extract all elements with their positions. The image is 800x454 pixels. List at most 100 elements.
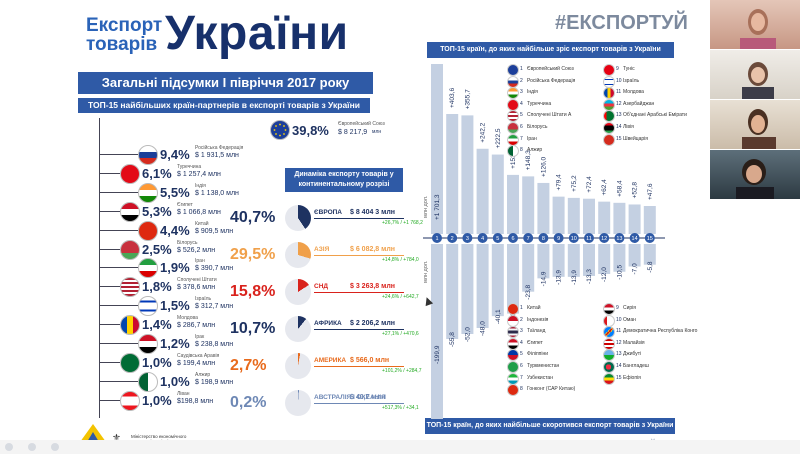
growth-bar bbox=[613, 202, 626, 234]
legend-name: Білорусь bbox=[527, 124, 548, 130]
growth-bar bbox=[461, 115, 474, 234]
legend-number: 11 bbox=[616, 89, 622, 96]
country-pct: 5,5% bbox=[160, 184, 190, 200]
axis-number-marker bbox=[462, 233, 473, 243]
growth-bar-label: +47,6 bbox=[647, 183, 654, 200]
decline-bar-label: -23,8 bbox=[525, 284, 532, 299]
libya-flag-icon bbox=[603, 122, 615, 134]
participant-video-2[interactable] bbox=[710, 50, 800, 99]
decline-bar bbox=[491, 244, 504, 317]
country-value: $ 378,6 млн bbox=[177, 284, 216, 292]
continent-pie-icon bbox=[285, 279, 311, 305]
legend-name: Демократична Республіка Конго bbox=[623, 328, 698, 335]
connector-line bbox=[99, 305, 138, 307]
continent-value: $ 3 263,8 млн bbox=[350, 283, 395, 290]
oman-flag-icon bbox=[603, 314, 615, 327]
slide-dot-1[interactable] bbox=[5, 443, 13, 451]
decline-bar bbox=[537, 244, 550, 279]
legend-name: Російська Федерація bbox=[527, 77, 576, 84]
djibouti-flag-icon bbox=[603, 349, 615, 362]
country-row: 1,4% Молдова $ 286,7 млн bbox=[99, 315, 220, 336]
egypt-flag-icon bbox=[507, 337, 519, 350]
country-name: Туреччина bbox=[177, 163, 202, 170]
country-pct: 1,8% bbox=[142, 279, 172, 295]
decline-bar bbox=[476, 244, 489, 328]
country-pct: 4,4% bbox=[160, 222, 190, 238]
country-name: Білорусь bbox=[177, 239, 198, 246]
decline-bar bbox=[507, 244, 519, 314]
legend-number: 2 bbox=[520, 316, 523, 323]
axis-number: 5 bbox=[496, 236, 499, 242]
partners-bar: ТОП-15 найбільших країн-партнерів в експ… bbox=[78, 98, 370, 113]
growth-bar bbox=[491, 154, 504, 234]
title-small: Експорт товарів bbox=[86, 15, 163, 55]
legend-number: 12 bbox=[616, 100, 622, 107]
participant-video-3[interactable] bbox=[710, 100, 800, 149]
china-flag-icon bbox=[507, 303, 519, 315]
decline-bar bbox=[446, 244, 459, 339]
continent-row: 10,7% АФРИКА $ 2 206,2 млн +27,1% / +470,6 bbox=[230, 316, 419, 346]
legend-name: Сполучені Штати А bbox=[527, 112, 572, 119]
legend-name: Індонезія bbox=[527, 316, 549, 323]
hongkong-flag-icon bbox=[507, 384, 519, 397]
egypt-flag-icon bbox=[120, 201, 140, 222]
connector-line bbox=[99, 343, 138, 344]
country-pct: 9,4% bbox=[160, 147, 190, 162]
connector-line bbox=[99, 229, 138, 231]
axis-number-marker bbox=[584, 233, 594, 243]
growth-bar bbox=[446, 114, 459, 234]
axis-number-marker bbox=[538, 233, 549, 243]
participant-video-1[interactable] bbox=[710, 0, 800, 49]
indonesia-flag-icon bbox=[507, 314, 519, 327]
growth-bar-label: +242,2 bbox=[480, 122, 487, 142]
slide-dot-3[interactable] bbox=[51, 443, 59, 451]
country-row: 5,5% Індія $ 1 138,0 млн bbox=[99, 182, 239, 203]
country-pct: 1,9% bbox=[160, 260, 190, 276]
tunisia-flag-icon bbox=[603, 64, 615, 76]
connector-line bbox=[99, 172, 120, 174]
axis-number-marker bbox=[614, 233, 625, 243]
decline-bar bbox=[552, 244, 565, 277]
growth-bar-label: +355,7 bbox=[464, 89, 471, 109]
country-row: 2,5% Білорусь $ 526,2 млн bbox=[99, 239, 220, 260]
axis-number-marker bbox=[432, 233, 442, 243]
legend-name: Гонконг (САР Китаю) bbox=[527, 386, 576, 393]
country-value: $ 909,5 млн bbox=[195, 227, 234, 235]
growth-bar-label: +52,8 bbox=[632, 182, 639, 199]
continent-value: $ 2 206,2 млн bbox=[350, 320, 395, 327]
country-pct: 1,0% bbox=[142, 392, 172, 408]
country-value: $ 199,4 млн bbox=[177, 359, 216, 367]
continent-value: $ 40,7 млн bbox=[350, 394, 386, 401]
eu-value: $ 8 217,9 bbox=[338, 129, 368, 136]
legend-name: Туркменистан bbox=[527, 363, 560, 369]
country-row: 1,9% Іран $ 390,7 млн bbox=[99, 258, 238, 279]
russia-flag-icon bbox=[507, 75, 519, 88]
country-name: Ліван bbox=[177, 390, 190, 397]
eu-unit: млн bbox=[372, 129, 382, 135]
legend-number: 3 bbox=[520, 89, 523, 96]
turkey-flag-icon bbox=[507, 98, 519, 111]
country-value: $ 198,9 млн bbox=[195, 378, 234, 386]
india-flag-icon bbox=[138, 182, 158, 203]
continent-value: $ 566,0 млн bbox=[350, 357, 390, 364]
ministry-logo bbox=[78, 420, 108, 445]
russia-flag-icon bbox=[138, 145, 158, 165]
country-row: 1,2% Ірак $ 238,8 млн bbox=[99, 334, 238, 354]
legend-number: 5 bbox=[520, 112, 523, 119]
legend-number: 12 bbox=[616, 339, 622, 346]
legend-number: 3 bbox=[520, 328, 523, 335]
continent-name: ЄВРОПА bbox=[314, 209, 342, 216]
growth-bar bbox=[507, 174, 519, 234]
slide-dot-2[interactable] bbox=[28, 443, 36, 451]
legend-number: 8 bbox=[520, 147, 523, 154]
growth-bar-label: +126,0 bbox=[540, 156, 547, 176]
bangladesh-flag-icon bbox=[603, 361, 615, 373]
title-big: України bbox=[165, 7, 349, 60]
legend-name: Об'єднані Арабські Емірати bbox=[623, 112, 687, 119]
growth-bar-label: +403,6 bbox=[449, 88, 456, 108]
growth-bar bbox=[476, 148, 489, 234]
participant-video-4[interactable] bbox=[710, 150, 800, 199]
legend-number: 14 bbox=[616, 124, 622, 130]
country-pct: 2,5% bbox=[142, 241, 172, 257]
continent-underline bbox=[314, 366, 404, 367]
